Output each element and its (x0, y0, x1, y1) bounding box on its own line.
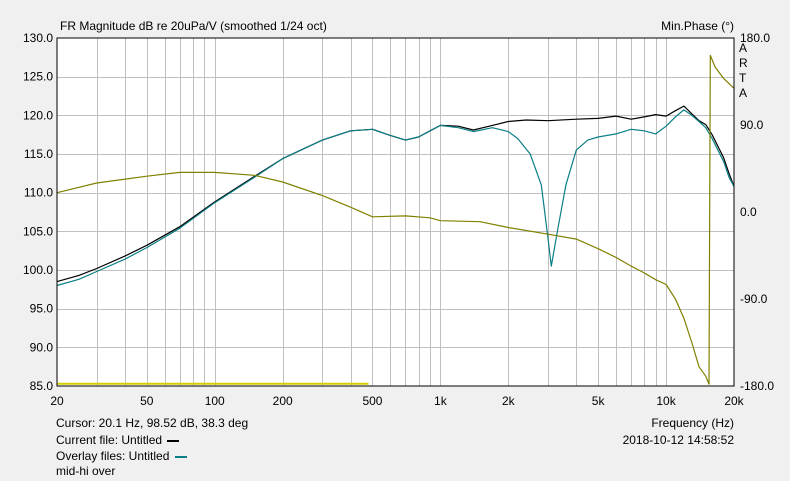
y2-tick-label: 0.0 (740, 205, 757, 219)
y-tick-label: 125.0 (23, 70, 53, 84)
y-tick-label: 120.0 (23, 108, 53, 122)
chart-title: FR Magnitude dB re 20uPa/V (smoothed 1/2… (60, 19, 327, 33)
y-tick-label: 105.0 (23, 224, 53, 238)
y-tick-label: 95.0 (30, 302, 54, 316)
series-line-3 (56, 54, 735, 385)
overlay-files-row: Overlay files: Untitled (56, 449, 187, 463)
y-tick-label: 130.0 (23, 31, 53, 45)
current-file-label: Current file: Untitled (56, 433, 163, 447)
y2-axis-tick-labels: 180.0 90.0 0.0 -90.0 -180.0 (740, 31, 774, 393)
y-tick-label: 100.0 (23, 263, 53, 277)
x-tick-label: 50 (140, 394, 154, 408)
brand-letter: A (739, 86, 747, 100)
y2-tick-label: -180.0 (740, 379, 774, 393)
grid-lines (57, 38, 734, 386)
comment-text: mid-hi over (56, 464, 116, 478)
plot-area[interactable] (57, 38, 734, 386)
series-line-1 (56, 105, 735, 283)
x-tick-label: 200 (273, 394, 293, 408)
y2-tick-label: 90.0 (740, 118, 764, 132)
right-axis-title: Min.Phase (°) (661, 19, 734, 33)
y-tick-label: 90.0 (30, 340, 54, 354)
current-file-swatch (167, 439, 180, 442)
brand-letter: A (739, 41, 747, 55)
y2-tick-label: 180.0 (740, 31, 770, 45)
x-tick-label: 2k (502, 394, 516, 408)
y-axis-tick-labels: 130.0 125.0 120.0 115.0 110.0 105.0 100.0 95.0 9… (23, 31, 53, 393)
cursor-readout: Cursor: 20.1 Hz, 98.52 dB, 38.3 deg (56, 416, 249, 430)
series-layer (56, 54, 735, 385)
overlay-file-swatch (174, 455, 187, 458)
y-tick-label: 110.0 (24, 186, 53, 200)
x-tick-label: 20 (50, 394, 64, 408)
brand-letter: R (739, 56, 748, 70)
x-tick-label: 500 (362, 394, 382, 408)
x-tick-label: 1k (434, 394, 448, 408)
y-tick-label: 85.0 (30, 379, 54, 393)
current-file-row: Current file: Untitled (56, 433, 180, 447)
x-axis-tick-labels: 20 50 100 200 500 1k 2k 5k 10k 20k (50, 394, 744, 408)
brand-letter: T (739, 71, 747, 85)
y-tick-label: 115.0 (24, 147, 53, 161)
plot-border (56, 37, 735, 387)
measurement-datetime: 2018-10-12 14:58:52 (622, 433, 734, 447)
x-tick-label: 5k (592, 394, 606, 408)
overlay-files-label: Overlay files: Untitled (56, 449, 170, 463)
x-tick-label: 100 (205, 394, 225, 408)
x-tick-label: 10k (656, 394, 676, 408)
frequency-axis-label: Frequency (Hz) (651, 416, 734, 430)
x-tick-label: 20k (724, 394, 744, 408)
series-line-2 (56, 109, 735, 287)
y2-tick-label: -90.0 (740, 292, 768, 306)
